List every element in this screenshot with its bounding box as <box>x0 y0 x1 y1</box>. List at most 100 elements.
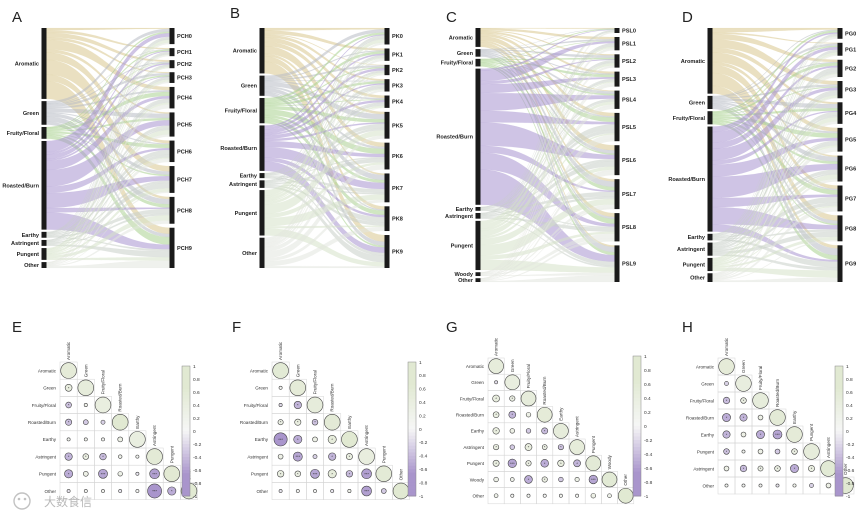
colorbar-segment <box>182 411 190 416</box>
corr-circle-astringent-fruity-floral <box>99 452 107 461</box>
corr-circle-green-aromatic <box>64 384 73 392</box>
corr-circle-earthy-earthy <box>553 423 569 439</box>
corr-circle-pungent-earthy <box>135 471 140 476</box>
row-label-roasted-burn: Roasted/Burn <box>28 420 57 425</box>
sankey-flows <box>480 27 615 283</box>
source-node-other <box>475 278 481 282</box>
col-label-fruity-floral: Fruity/Floral <box>526 364 531 388</box>
significance-mark: * <box>528 461 530 466</box>
corr-circle-woody-woody <box>601 471 618 488</box>
colorbar-segment <box>633 398 641 402</box>
source-label-roasted-burn: Roasted/Burn <box>668 177 705 183</box>
significance-mark: * <box>102 454 104 459</box>
corr-circle-green-green <box>77 379 95 397</box>
source-label-earthy: Earthy <box>240 174 258 180</box>
colorbar-tick-label: -0.8 <box>419 480 428 486</box>
col-label-green: Green <box>510 359 515 372</box>
colorbar-segment <box>182 414 190 419</box>
source-label-pungent: Pungent <box>451 243 474 249</box>
target-label-psl8: PSL8 <box>622 225 636 231</box>
colorbar-segment <box>408 435 416 440</box>
flow-roasted-burn-to-psl3 <box>480 77 615 94</box>
colorbar-tick-label: -0.2 <box>419 440 428 446</box>
corr-circle-pungent-fruity-floral <box>525 460 532 467</box>
corr-circle-earthy-aromatic <box>492 427 500 435</box>
corr-circle-other-roasted-burn <box>775 483 780 488</box>
corr-circle-other-aromatic <box>66 489 71 493</box>
significance-mark: * <box>331 454 333 459</box>
flow-other-to-pch0 <box>46 42 170 263</box>
colorbar-segment <box>835 450 843 455</box>
colorbar-segment <box>408 378 416 383</box>
corr-circle-aromatic-aromatic <box>60 362 77 379</box>
colorbar-tick-label: 0.8 <box>846 377 853 383</box>
colorbar-segment <box>835 437 843 442</box>
corr-circle-earthy-green <box>740 431 747 438</box>
corr-circle-fruity-floral-fruity-floral <box>306 396 324 414</box>
source-label-roasted-burn: Roasted/Burn <box>436 135 473 141</box>
significance-mark: *** <box>278 437 283 442</box>
heatmap-panel-h: H* ** ** * **** ** * * * *AromaticAromaticGreenGr… <box>682 319 855 500</box>
target-label-pg1: PG1 <box>845 47 856 53</box>
colorbar-segment <box>835 492 843 497</box>
significance-mark: * <box>560 445 562 450</box>
colorbar-segment <box>182 466 190 471</box>
corr-circle-other-roasted-burn <box>118 489 123 493</box>
source-label-fruity-floral: Fruity/Floral <box>7 131 40 137</box>
corr-circle-pungent-aromatic <box>276 470 285 478</box>
target-node-psl3 <box>614 71 620 87</box>
colorbar-tick-label: -0.4 <box>644 452 653 458</box>
colorbar-segment <box>633 359 641 364</box>
source-node-astringent <box>475 212 481 219</box>
corr-circle-other-green <box>510 493 515 498</box>
target-label-pch1: PCH1 <box>177 50 192 56</box>
corr-circle-astringent-roasted-burn <box>118 454 123 459</box>
source-node-astringent <box>259 180 265 188</box>
colorbar-tick-label: -1 <box>419 494 424 500</box>
target-node-pch5 <box>169 112 175 137</box>
colorbar-tick-label: 0.2 <box>846 416 853 422</box>
colorbar-tick-label: 0.6 <box>846 390 853 396</box>
corr-circle-astringent-earthy <box>345 453 353 461</box>
corr-circle-astringent-green <box>739 464 748 473</box>
row-label-astringent: Astringent <box>247 454 268 459</box>
colorbar-segment <box>182 434 190 438</box>
significance-mark: * <box>495 412 497 417</box>
corr-circle-astringent-earthy <box>557 444 564 451</box>
significance-mark: * <box>528 445 530 450</box>
colorbar-segment <box>835 431 843 435</box>
corr-circle-other-fruity-floral <box>313 489 317 493</box>
col-label-astringent: Astringent <box>826 437 831 458</box>
corr-circle-other-fruity-floral <box>526 493 531 498</box>
colorbar-segment <box>835 366 843 370</box>
colorbar-segment <box>182 460 190 464</box>
source-node-roasted-burn <box>707 126 713 232</box>
colorbar-tick-label: 1 <box>419 360 422 366</box>
colorbar-segment <box>835 486 843 490</box>
target-label-pk7: PK7 <box>392 186 403 192</box>
colorbar-segment <box>633 366 641 371</box>
colorbar-segment <box>408 415 416 420</box>
significance-mark: * <box>726 398 728 403</box>
source-node-earthy <box>41 231 47 238</box>
panel-letter-c: C <box>446 9 457 26</box>
colorbar-segment <box>408 462 416 467</box>
corr-circle-other-other <box>392 482 410 500</box>
source-node-green <box>707 95 713 110</box>
col-label-aromatic: Aromatic <box>278 341 283 360</box>
target-label-pg2: PG2 <box>845 66 856 72</box>
colorbar-segment <box>408 375 416 380</box>
watermark: 大数食信 <box>44 494 92 509</box>
significance-mark: * <box>68 454 70 459</box>
panel-letter-f: F <box>232 319 241 336</box>
source-node-fruity-floral <box>259 98 265 124</box>
corr-circle-other-pungent <box>590 493 596 499</box>
significance-mark: * <box>760 466 762 471</box>
source-label-other: Other <box>690 276 706 282</box>
col-label-earthy: Earthy <box>135 415 140 429</box>
target-node-psl4 <box>614 90 620 109</box>
colorbar-segment <box>633 440 641 444</box>
flow-roasted-burn-to-pch1 <box>46 50 170 155</box>
target-node-pch4 <box>169 86 175 109</box>
corr-circle-astringent-astringent <box>569 439 585 455</box>
